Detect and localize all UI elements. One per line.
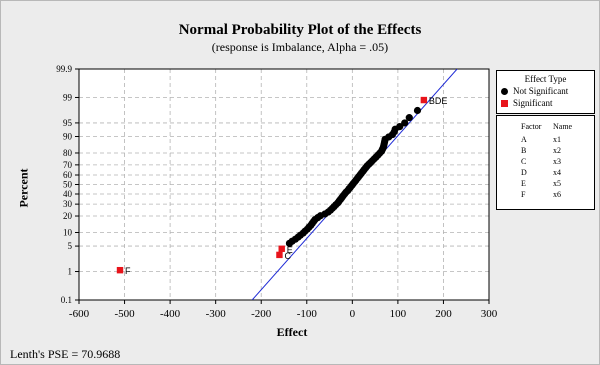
- x-tick-label: -600: [69, 308, 90, 320]
- legend-item-significant: Significant: [501, 98, 553, 108]
- chart-title: Normal Probability Plot of the Effects: [178, 22, 422, 38]
- y-tick-label: 40: [63, 189, 73, 199]
- significant-point-label: F: [125, 266, 131, 276]
- x-tick-label: 200: [435, 308, 452, 320]
- y-tick-label: 70: [63, 160, 73, 170]
- effect-type-legend: Effect Type Not Significant Significant: [496, 70, 595, 114]
- y-tick-label: 10: [63, 227, 73, 237]
- y-tick-label: 30: [63, 199, 73, 209]
- factor-name: x6: [553, 190, 561, 199]
- y-tick-label: 20: [63, 211, 73, 221]
- x-tick-label: -300: [206, 308, 227, 320]
- y-tick-label: 50: [63, 180, 73, 190]
- y-tick-label: 1: [68, 267, 73, 277]
- x-tick-label: -500: [114, 308, 135, 320]
- factor-code: F: [521, 190, 526, 199]
- y-tick-label: 5: [68, 241, 73, 251]
- y-tick-label: 99: [63, 92, 73, 102]
- y-tick-label: 95: [63, 118, 73, 128]
- factor-code: B: [521, 146, 527, 155]
- significant-point-label: BDE: [429, 96, 448, 106]
- y-tick-label: 80: [63, 148, 73, 158]
- factor-name: x1: [553, 135, 561, 144]
- significant-point: [276, 251, 283, 259]
- significant-point-label: E: [287, 245, 293, 255]
- x-tick-label: 0: [350, 308, 356, 320]
- factor-name: x4: [553, 168, 561, 177]
- name-header: Name: [553, 122, 573, 131]
- legend-item-not-significant: Not Significant: [501, 86, 568, 96]
- x-tick-label: 100: [390, 308, 407, 320]
- not-significant-point: [401, 119, 409, 127]
- legend-item-label: Significant: [513, 98, 553, 108]
- factor-code: C: [521, 157, 527, 166]
- lenth-pse-footer: Lenth's PSE = 70.9688: [10, 347, 121, 361]
- x-axis-label: Effect: [276, 325, 308, 339]
- y-tick-label: 90: [63, 132, 73, 142]
- x-tick-label: -200: [251, 308, 272, 320]
- y-tick-label: 99.9: [56, 64, 72, 74]
- significant-point: [116, 266, 124, 274]
- factor-name: x3: [553, 157, 561, 166]
- y-tick-label: 0.1: [61, 295, 72, 305]
- black-dot-icon: [501, 87, 508, 95]
- not-significant-point: [396, 122, 404, 131]
- factor-code: E: [521, 179, 526, 188]
- red-square-icon: [501, 99, 508, 107]
- y-axis-label: Percent: [16, 168, 31, 208]
- y-tick-label: 60: [63, 170, 73, 180]
- legend-title: Effect Type: [524, 74, 567, 84]
- significant-point: [278, 245, 285, 252]
- significant-point: [420, 96, 428, 104]
- legend-item-label: Not Significant: [513, 86, 569, 96]
- chart-subtitle: (response is Imbalance, Alpha = .05): [211, 40, 389, 54]
- not-significant-point: [413, 106, 422, 115]
- x-tick-label: -400: [160, 308, 181, 320]
- significant-point-label: C: [284, 251, 291, 261]
- factor-name-table: Factor Name A x1 B x2 C x3 D x4 E x5 F x…: [496, 115, 595, 210]
- factor-name: x2: [553, 146, 561, 155]
- factor-header: Factor: [521, 122, 542, 131]
- x-tick-label: 300: [481, 308, 498, 320]
- x-tick-label: -100: [297, 308, 318, 320]
- not-significant-point: [405, 114, 413, 122]
- factor-name: x5: [553, 179, 561, 188]
- factor-code: D: [521, 168, 527, 177]
- factor-code: A: [521, 135, 527, 144]
